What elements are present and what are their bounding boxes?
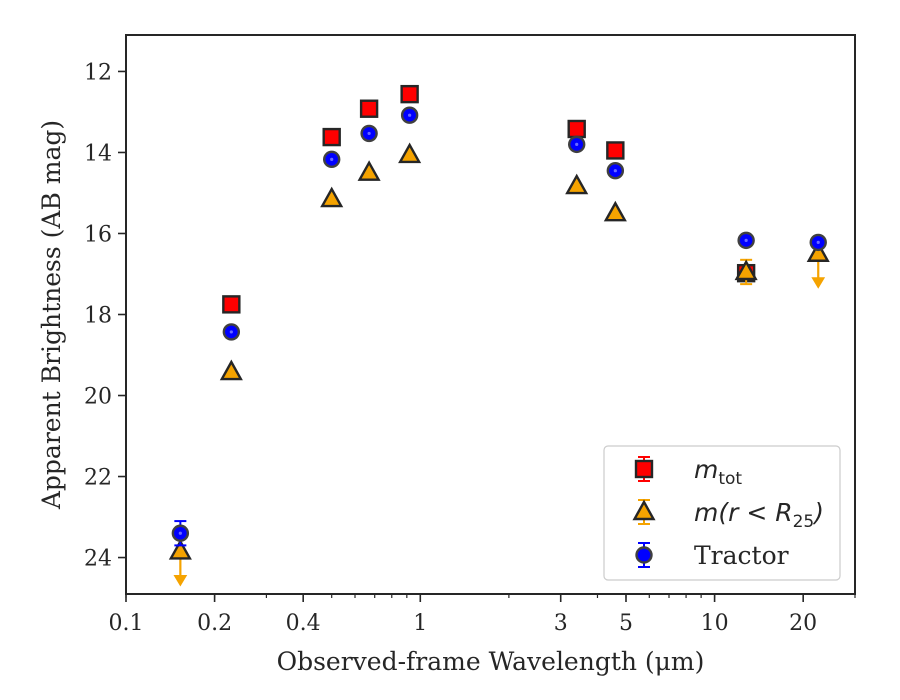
triangle-point xyxy=(398,142,422,164)
y-tick-label: 22 xyxy=(84,466,112,491)
triangle-point xyxy=(320,186,344,208)
square-point xyxy=(567,119,586,139)
x-axis-ticks: 0.1 0.2 0.4 1 3 5 10 20 xyxy=(109,594,817,636)
y-tick-label: 20 xyxy=(84,385,112,410)
legend-label: m(r < R25) xyxy=(694,498,824,532)
x-tick-label: 1 xyxy=(413,611,427,636)
triangle-point xyxy=(565,173,589,195)
series-m-r-r25 xyxy=(168,142,830,587)
legend-marker xyxy=(632,499,656,521)
legend-label-main: m(r < R xyxy=(694,498,793,527)
data-points xyxy=(168,84,830,587)
triangle-point xyxy=(603,200,627,222)
legend-label-sub: tot xyxy=(718,469,742,489)
point-highlight xyxy=(330,157,334,161)
y-tick-label: 18 xyxy=(84,304,112,329)
point-highlight xyxy=(613,169,617,173)
y-axis-title: Apparent Brightness (AB mag) xyxy=(37,120,66,510)
triangle-point xyxy=(219,359,243,381)
y-tick-label: 24 xyxy=(84,547,112,572)
x-tick-label: 3 xyxy=(554,611,568,636)
legend-label-main: m xyxy=(694,455,718,484)
triangle-point xyxy=(806,241,830,262)
x-tick-label: 0.2 xyxy=(197,611,232,636)
square-point xyxy=(606,141,625,160)
legend-label: Tractor xyxy=(694,541,789,570)
series-m-tot xyxy=(222,84,756,314)
point-highlight xyxy=(178,531,182,535)
square-point xyxy=(359,99,379,118)
x-axis-title: Observed-frame Wavelength (μm) xyxy=(277,647,705,676)
legend-marker xyxy=(635,546,653,564)
triangle-point xyxy=(168,539,192,560)
y-tick-label: 16 xyxy=(84,222,112,247)
point-highlight xyxy=(367,131,371,136)
x-tick-label: 0.1 xyxy=(109,611,144,636)
point-highlight xyxy=(816,240,820,244)
legend-label-sub: 25 xyxy=(793,512,815,532)
legend: mtot m(r < R25) Tractor xyxy=(603,445,841,581)
square-point xyxy=(322,127,341,147)
x-tick-label: 5 xyxy=(619,611,633,636)
y-tick-label: 12 xyxy=(84,60,112,85)
upper-limit-arrow-head xyxy=(173,574,188,587)
plot-frame xyxy=(125,34,856,595)
x-tick-label: 10 xyxy=(701,611,729,636)
series-tractor xyxy=(171,106,827,547)
point-highlight xyxy=(408,113,412,117)
y-axis-ticks: 12 14 16 18 20 22 24 xyxy=(84,60,126,572)
upper-limit-arrow-head xyxy=(811,277,826,289)
legend-box xyxy=(603,445,841,581)
point-highlight xyxy=(229,330,233,334)
y-tick-label: 14 xyxy=(84,141,112,166)
square-point xyxy=(400,84,419,104)
point-highlight xyxy=(575,142,579,146)
triangle-point xyxy=(357,160,381,181)
x-tick-label: 20 xyxy=(789,611,817,636)
x-tick-label: 0.4 xyxy=(286,611,321,636)
legend-label-tail: ) xyxy=(812,498,824,527)
square-point xyxy=(222,295,241,314)
legend-marker xyxy=(634,459,654,479)
legend-label: mtot xyxy=(694,455,742,489)
point-highlight xyxy=(744,238,748,242)
triangle-point xyxy=(734,259,758,281)
